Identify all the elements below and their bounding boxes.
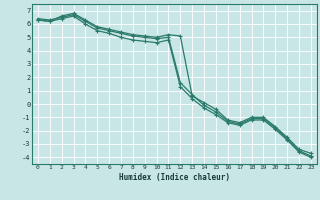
X-axis label: Humidex (Indice chaleur): Humidex (Indice chaleur) (119, 173, 230, 182)
